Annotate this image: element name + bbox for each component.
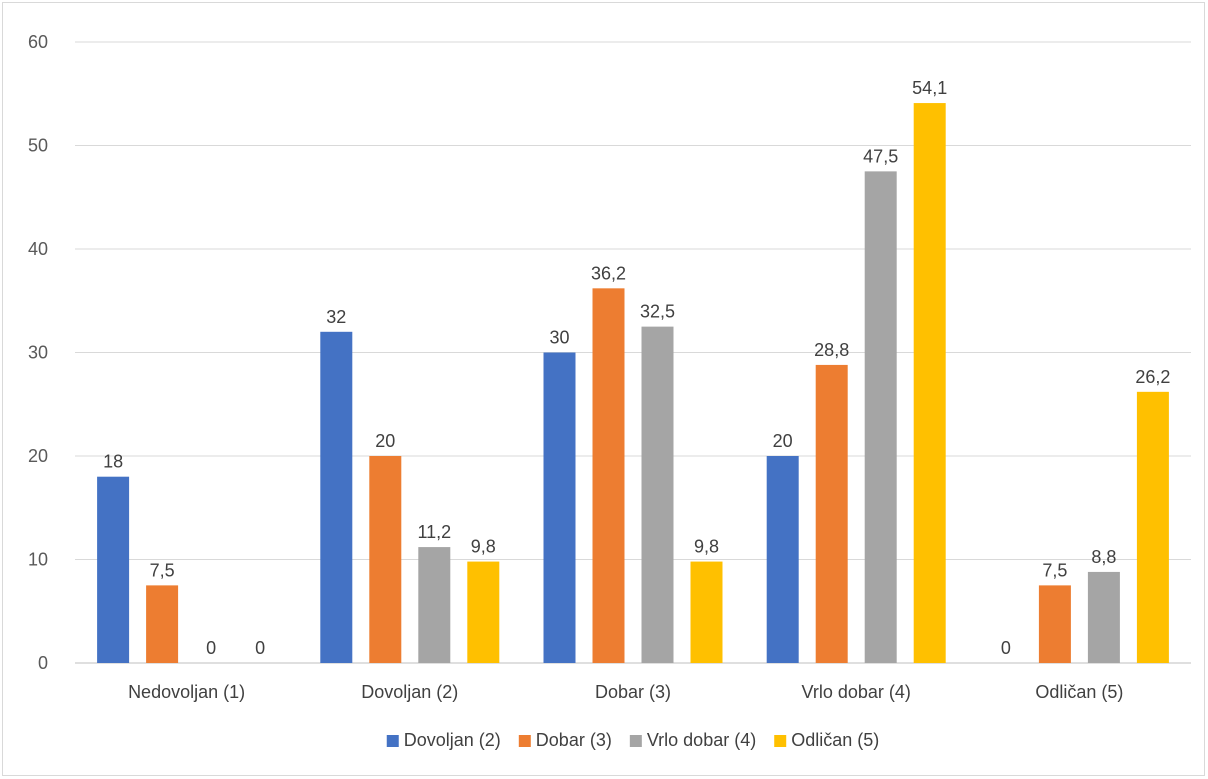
- y-tick-label: 10: [28, 550, 48, 570]
- data-label: 28,8: [814, 340, 849, 360]
- y-axis-ticks: 0 10 20 30 40 50 60: [28, 32, 48, 673]
- y-tick-label: 0: [38, 653, 48, 673]
- bar: [815, 364, 848, 663]
- legend-label: Odličan (5): [791, 730, 879, 750]
- legend-item: Odličan (5): [774, 730, 879, 750]
- bar: [1136, 391, 1169, 663]
- bar: [418, 547, 451, 663]
- data-label: 7,5: [150, 560, 175, 580]
- bar: [913, 103, 946, 663]
- data-label: 54,1: [912, 78, 947, 98]
- gridlines: [75, 41, 1191, 664]
- y-tick-label: 40: [28, 239, 48, 259]
- x-axis-categories: Nedovoljan (1) Dovoljan (2) Dobar (3) Vrlo …: [128, 682, 1123, 702]
- bar: [641, 326, 674, 663]
- bar: [592, 288, 625, 663]
- bar: [369, 456, 402, 663]
- category-label: Odličan (5): [1035, 682, 1123, 702]
- y-tick-label: 50: [28, 136, 48, 156]
- data-label: 20: [773, 431, 793, 451]
- data-label: 26,2: [1135, 367, 1170, 387]
- bar: [467, 561, 500, 663]
- data-label: 9,8: [471, 537, 496, 557]
- legend-label: Dovoljan (2): [404, 730, 501, 750]
- category-label: Dobar (3): [595, 682, 671, 702]
- data-label: 9,8: [694, 537, 719, 557]
- legend-label: Dobar (3): [536, 730, 612, 750]
- y-tick-label: 30: [28, 343, 48, 363]
- category-label: Vrlo dobar (4): [802, 682, 911, 702]
- legend-swatch: [629, 735, 642, 747]
- data-label: 0: [206, 638, 216, 658]
- bar: [864, 171, 897, 663]
- y-tick-label: 20: [28, 446, 48, 466]
- data-label: 18: [103, 452, 123, 472]
- data-label: 20: [375, 431, 395, 451]
- data-label: 8,8: [1091, 547, 1116, 567]
- legend-item: Dobar (3): [518, 730, 612, 750]
- data-label: 0: [1001, 638, 1011, 658]
- bar: [146, 585, 179, 663]
- bar: [766, 456, 799, 663]
- bars: [97, 103, 1169, 663]
- legend-swatch: [386, 735, 399, 747]
- legend-swatch: [774, 735, 787, 747]
- data-label: 47,5: [863, 146, 898, 166]
- data-label: 32: [326, 307, 346, 327]
- bar: [1038, 585, 1071, 663]
- legend: Dovoljan (2) Dobar (3) Vrlo dobar (4) Odlič…: [386, 730, 879, 750]
- legend-swatch: [518, 735, 531, 747]
- category-label: Dovoljan (2): [361, 682, 458, 702]
- data-label: 0: [255, 638, 265, 658]
- bar: [97, 476, 130, 663]
- bar: [1087, 571, 1120, 663]
- data-label: 32,5: [640, 302, 675, 322]
- legend-label: Vrlo dobar (4): [647, 730, 756, 750]
- category-label: Nedovoljan (1): [128, 682, 245, 702]
- data-labels: 18 7,5 0 0 32 20 11,2 9,8 30 36,2 32,5 9,8 20 28,8 47,…: [103, 78, 1170, 658]
- legend-item: Vrlo dobar (4): [629, 730, 756, 750]
- data-label: 7,5: [1042, 560, 1067, 580]
- data-label: 11,2: [417, 522, 451, 542]
- bar: [320, 331, 353, 663]
- bar: [690, 561, 723, 663]
- data-label: 30: [549, 328, 569, 348]
- legend-item: Dovoljan (2): [386, 730, 501, 750]
- data-label: 36,2: [591, 263, 626, 283]
- bar: [543, 352, 576, 663]
- y-tick-label: 60: [28, 32, 48, 52]
